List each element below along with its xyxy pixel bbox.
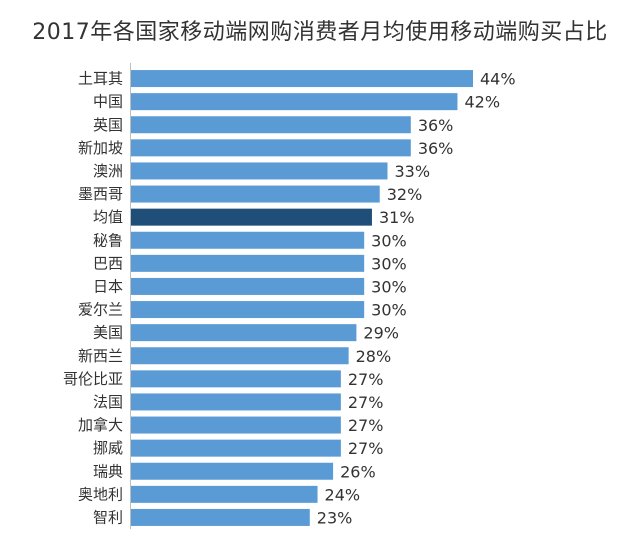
bar xyxy=(131,347,349,365)
category-label: 秘鲁 xyxy=(93,231,123,249)
category-label: 挪威 xyxy=(93,439,123,457)
bar-highlight xyxy=(131,208,372,226)
chart-title: 2017年各国家移动端网购消费者月均使用移动端购买占比 xyxy=(32,20,608,45)
bar xyxy=(131,416,341,434)
value-label: 32% xyxy=(387,185,423,204)
category-label: 英国 xyxy=(93,116,123,134)
category-label: 智利 xyxy=(93,508,123,526)
bar xyxy=(131,485,318,503)
bar xyxy=(131,439,341,457)
value-label: 30% xyxy=(371,301,407,320)
category-label: 墨西哥 xyxy=(78,185,123,203)
category-label: 土耳其 xyxy=(78,70,123,88)
value-label: 36% xyxy=(418,139,454,158)
bar xyxy=(131,93,458,111)
category-label: 日本 xyxy=(93,277,123,295)
bar xyxy=(131,370,341,388)
bar xyxy=(131,324,357,342)
category-label: 法国 xyxy=(93,393,123,411)
value-label: 29% xyxy=(363,324,399,343)
category-label: 美国 xyxy=(93,324,123,342)
value-label: 30% xyxy=(371,254,407,273)
value-label: 24% xyxy=(325,485,361,504)
value-label: 42% xyxy=(464,93,500,112)
bar xyxy=(131,139,411,157)
category-label: 巴西 xyxy=(93,254,123,272)
value-label: 28% xyxy=(356,347,392,366)
category-label: 中国 xyxy=(93,93,123,111)
category-label: 澳洲 xyxy=(93,162,123,180)
bar xyxy=(131,301,365,319)
value-label: 27% xyxy=(348,370,384,389)
value-label: 26% xyxy=(340,462,376,481)
value-label: 27% xyxy=(348,439,384,458)
category-label: 新加坡 xyxy=(78,139,123,157)
value-label: 36% xyxy=(418,116,454,135)
value-label: 23% xyxy=(317,508,353,527)
bar xyxy=(131,254,365,272)
bar xyxy=(131,393,341,411)
value-label: 30% xyxy=(371,277,407,296)
category-label: 哥伦比亚 xyxy=(63,370,123,388)
value-label: 27% xyxy=(348,393,384,412)
category-label: 奥地利 xyxy=(78,485,123,503)
bar xyxy=(131,231,365,249)
bar xyxy=(131,185,380,203)
bar xyxy=(131,116,411,134)
bar xyxy=(131,508,310,526)
category-label: 新西兰 xyxy=(78,347,123,365)
value-label: 30% xyxy=(371,231,407,250)
category-label: 均值 xyxy=(93,208,123,226)
category-label: 瑞典 xyxy=(93,462,123,480)
bar xyxy=(131,70,473,88)
value-label: 33% xyxy=(395,162,431,181)
value-label: 31% xyxy=(379,208,415,227)
bar xyxy=(131,462,334,480)
bar xyxy=(131,277,365,295)
category-label: 爱尔兰 xyxy=(78,301,123,319)
category-label: 加拿大 xyxy=(78,416,123,434)
value-label: 27% xyxy=(348,416,384,435)
value-label: 44% xyxy=(480,70,516,89)
bar xyxy=(131,162,388,180)
